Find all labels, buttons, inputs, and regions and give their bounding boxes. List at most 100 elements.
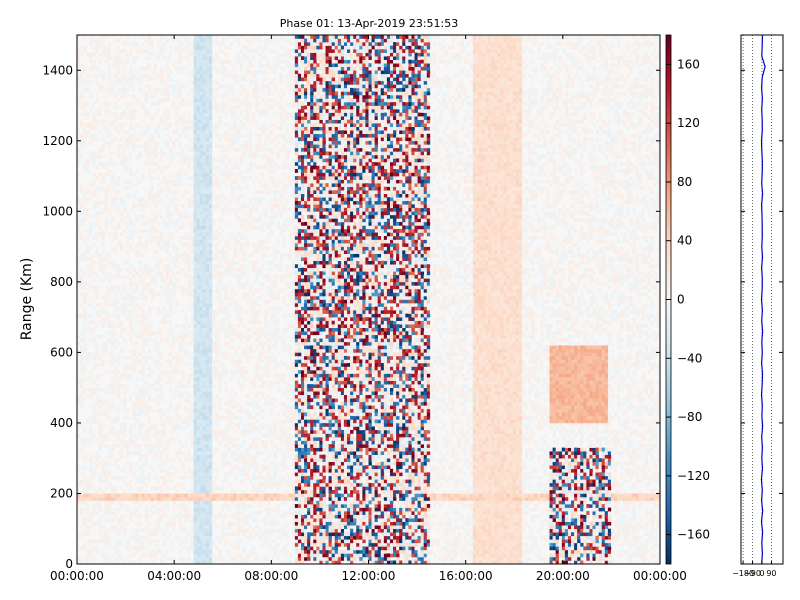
heatmap-cell — [236, 133, 240, 138]
heatmap-cell — [101, 560, 105, 565]
heatmap-cell — [119, 243, 124, 247]
heatmap-cell — [101, 102, 105, 106]
heatmap-cell — [205, 66, 210, 71]
heatmap-cell — [205, 377, 210, 381]
heatmap-cell — [193, 102, 197, 106]
heatmap-cell — [199, 303, 204, 307]
heatmap-cell — [218, 511, 222, 515]
heatmap-cell — [153, 274, 158, 279]
heatmap-cell — [212, 221, 216, 226]
heatmap-cell — [110, 112, 115, 117]
heatmap-cell — [169, 91, 173, 96]
heatmap-cell — [196, 140, 201, 145]
heatmap-cell — [92, 341, 96, 346]
heatmap-cell — [101, 137, 105, 142]
heatmap-cell — [202, 190, 207, 194]
heatmap-cell — [138, 253, 142, 258]
heatmap-cell — [205, 80, 210, 85]
heatmap-cell — [258, 405, 262, 410]
heatmap-cell — [80, 281, 84, 286]
heatmap-cell — [205, 419, 210, 424]
heatmap-cell — [227, 73, 231, 78]
heatmap-cell — [215, 415, 219, 420]
heatmap-cell — [245, 461, 250, 466]
heatmap-cell — [172, 281, 176, 286]
heatmap-cell — [202, 451, 207, 455]
heatmap-cell — [132, 73, 136, 78]
heatmap-cell — [147, 433, 151, 438]
heatmap-cell — [92, 355, 96, 360]
heatmap-cell — [92, 556, 96, 561]
heatmap-cell — [123, 204, 127, 209]
heatmap-cell — [178, 521, 182, 526]
heatmap-cell — [212, 267, 216, 272]
heatmap-cell — [205, 465, 210, 470]
heatmap-cell — [132, 295, 136, 300]
heatmap-cell — [129, 243, 133, 247]
heatmap-cell — [175, 38, 179, 43]
heatmap-cell — [89, 391, 93, 396]
heatmap-cell — [107, 338, 112, 343]
heatmap-cell — [83, 398, 87, 403]
heatmap-cell — [80, 137, 84, 142]
heatmap-cell — [169, 232, 173, 237]
heatmap-cell — [227, 98, 231, 103]
heatmap-cell — [202, 183, 207, 187]
heatmap-cell — [147, 355, 151, 360]
heatmap-cell — [248, 225, 253, 230]
heatmap-cell — [80, 80, 84, 85]
heatmap-cell — [245, 49, 250, 53]
heatmap-cell — [187, 147, 191, 152]
heatmap-cell — [83, 429, 87, 434]
heatmap-cell — [190, 341, 194, 346]
heatmap-cell — [193, 380, 197, 385]
heatmap-cell — [245, 56, 250, 60]
heatmap-cell — [239, 415, 243, 420]
heatmap-cell — [221, 154, 225, 159]
heatmap-cell — [116, 408, 121, 413]
heatmap-cell — [110, 355, 115, 360]
heatmap-cell — [239, 123, 243, 127]
heatmap-cell — [245, 472, 250, 477]
heatmap-cell — [251, 331, 256, 336]
heatmap-cell — [218, 49, 222, 53]
heatmap-cell — [86, 387, 90, 392]
heatmap-cell — [205, 370, 210, 374]
heatmap-cell — [141, 394, 145, 399]
heatmap-cell — [147, 507, 151, 512]
heatmap-cell — [242, 144, 247, 149]
heatmap-cell — [132, 352, 136, 357]
heatmap-cell — [202, 264, 207, 269]
heatmap-cell — [135, 183, 139, 187]
heatmap-cell — [212, 154, 216, 159]
heatmap-cell — [212, 433, 216, 438]
heatmap-cell — [156, 496, 161, 501]
heatmap-cell — [233, 94, 237, 99]
heatmap-cell — [221, 521, 225, 526]
heatmap-cell — [107, 415, 112, 420]
heatmap-cell — [107, 45, 112, 50]
heatmap-cell — [196, 102, 201, 106]
heatmap-cell — [144, 493, 148, 498]
heatmap-cell — [181, 355, 185, 360]
heatmap-cell — [159, 493, 164, 498]
heatmap-cell — [95, 260, 99, 265]
heatmap-cell — [89, 295, 93, 300]
heatmap-cell — [227, 331, 231, 336]
heatmap-cell — [215, 496, 219, 501]
heatmap-cell — [181, 348, 185, 353]
heatmap-cell — [245, 496, 250, 501]
heatmap-cell — [242, 489, 247, 494]
heatmap-cell — [153, 236, 158, 240]
heatmap-cell — [202, 546, 207, 551]
heatmap-cell — [147, 415, 151, 420]
heatmap-cell — [119, 285, 124, 290]
heatmap-cell — [212, 56, 216, 60]
heatmap-cell — [92, 408, 96, 413]
heatmap-cell — [199, 274, 204, 279]
heatmap-cell — [138, 496, 142, 501]
heatmap-cell — [107, 49, 112, 53]
heatmap-cell — [212, 496, 216, 501]
heatmap-cell — [123, 303, 127, 307]
heatmap-cell — [236, 183, 240, 187]
